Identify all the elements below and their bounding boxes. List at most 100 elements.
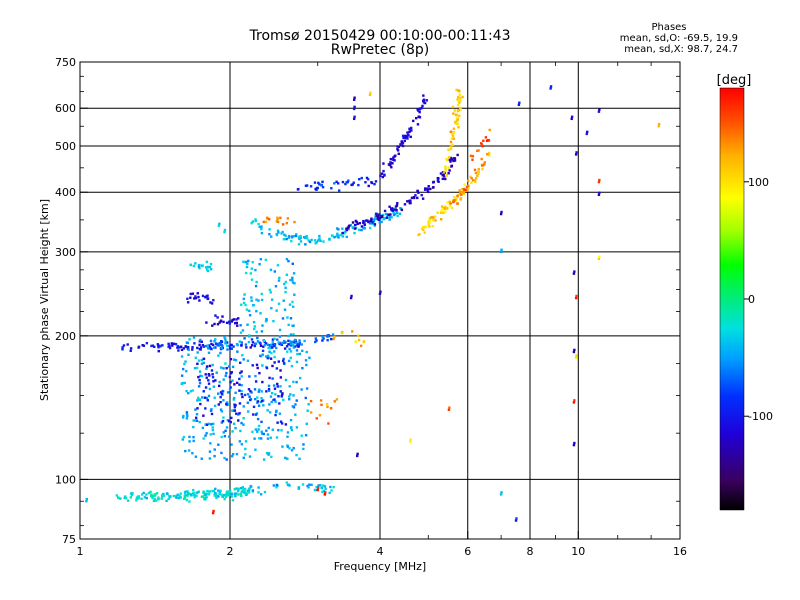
trace-point [175, 494, 178, 498]
trace-point [399, 143, 402, 146]
trace-point [471, 179, 475, 182]
cloud-point [288, 347, 291, 351]
trace-point [258, 225, 261, 229]
cloud-point [276, 382, 279, 386]
cloud-point [254, 374, 257, 378]
y-tick-label: 400 [55, 186, 76, 199]
cloud-point [281, 445, 284, 448]
cloud-point [233, 406, 237, 409]
trace-point [209, 268, 213, 271]
cloud-point [199, 374, 202, 378]
trace-point [466, 179, 470, 182]
trace-point [318, 237, 321, 240]
trace-point [287, 343, 290, 346]
cloud-point [284, 423, 288, 426]
cloud-point [255, 363, 259, 367]
trace-point [374, 212, 378, 215]
cloud-point [333, 400, 336, 403]
cloud-point [284, 286, 287, 289]
isolated-point [349, 296, 353, 300]
cloud-point [254, 380, 258, 383]
trace-point [352, 181, 355, 184]
trace-point [162, 492, 165, 496]
trace-point [424, 187, 427, 190]
trace-point [121, 346, 124, 349]
y-tick-label: 500 [55, 140, 76, 153]
isolated-point [597, 193, 601, 197]
cloud-point [278, 328, 282, 332]
cloud-point [267, 387, 271, 391]
colorbar-ticks: 100 0 -100 [744, 176, 773, 423]
trace-point [393, 155, 396, 158]
cloud-point [201, 396, 204, 399]
trace-point [299, 240, 303, 243]
y-tick-label: 300 [55, 246, 76, 259]
isolated-point [518, 101, 521, 104]
cloud-point [254, 413, 258, 416]
isolated-point [447, 408, 451, 411]
trace-point [330, 187, 333, 190]
cloud-point [209, 442, 212, 445]
cloud-point [253, 437, 256, 440]
isolated-point [448, 406, 451, 409]
cloud-point [329, 407, 333, 410]
trace-point [192, 264, 196, 268]
cloud-point [198, 398, 202, 402]
trace-point [374, 180, 378, 183]
trace-point [121, 348, 124, 351]
trace-point [176, 346, 179, 349]
cloud-point [266, 433, 270, 436]
trace-point [353, 223, 357, 227]
cloud-point [180, 374, 184, 377]
trace-point [194, 295, 197, 298]
cloud-point [267, 389, 271, 393]
trace-point [467, 187, 470, 190]
trace-point [209, 262, 213, 266]
trace-point [367, 220, 370, 224]
trace-point [308, 483, 311, 486]
trace-point [222, 320, 225, 324]
trace-point [421, 104, 424, 108]
cloud-point [225, 371, 228, 375]
trace-point [403, 203, 407, 206]
cloud-point [261, 353, 264, 356]
cloud-point [250, 299, 253, 302]
cloud-point [194, 416, 198, 420]
cloud-point [204, 407, 207, 410]
trace-point [322, 484, 325, 487]
cloud-point [265, 390, 268, 393]
cloud-point [242, 456, 245, 459]
cloud-point [222, 416, 225, 419]
trace-point [451, 133, 454, 136]
trace-point [161, 344, 164, 347]
isolated-point [575, 294, 578, 298]
trace-point [286, 483, 290, 487]
trace-point [124, 496, 128, 500]
cloud-point [185, 413, 189, 416]
cloud-point [198, 378, 201, 382]
trace-point [389, 213, 392, 216]
trace-point [273, 343, 277, 346]
cloud-point [256, 417, 260, 421]
cloud-point [211, 376, 215, 379]
trace-point [452, 157, 456, 160]
cloud-point [275, 436, 279, 439]
trace-point [464, 188, 467, 191]
cloud-point [269, 395, 273, 398]
cloud-point [359, 344, 363, 348]
cloud-point [276, 421, 279, 424]
isolated-point [514, 519, 518, 522]
cloud-point [213, 454, 216, 458]
trace-point [262, 345, 265, 348]
trace-point [410, 126, 413, 130]
cloud-point [300, 434, 303, 437]
cloud-point [237, 419, 240, 422]
trace-point [456, 109, 460, 112]
cloud-point [260, 330, 264, 333]
trace-point [455, 88, 458, 92]
trace-point [188, 492, 191, 496]
trace-point [417, 115, 421, 119]
trace-point [201, 294, 205, 298]
cloud-point [181, 367, 185, 371]
cloud-point [213, 404, 217, 408]
